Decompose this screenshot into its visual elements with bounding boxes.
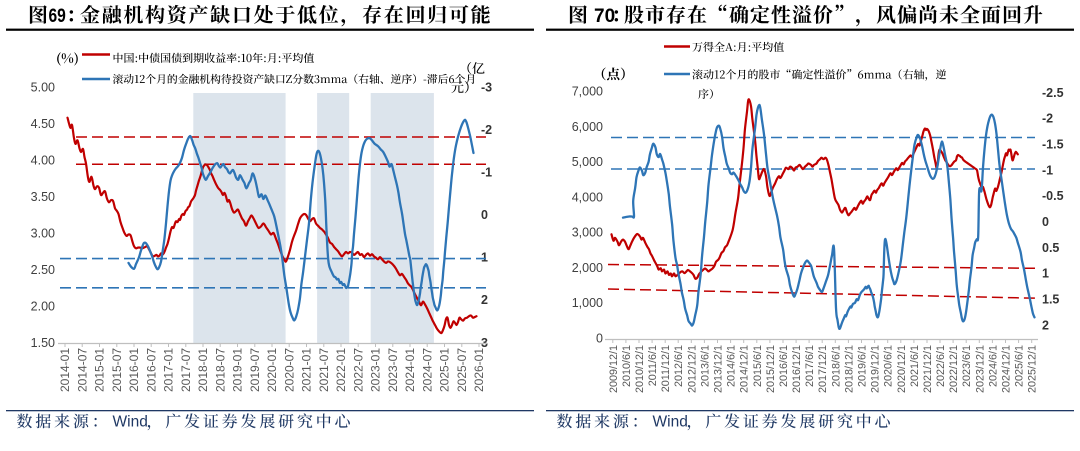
svg-text:2014-01: 2014-01 (58, 348, 72, 392)
svg-text:2017/6/1: 2017/6/1 (804, 345, 816, 387)
svg-text:6,000: 6,000 (572, 120, 603, 134)
svg-text:2021/12/1: 2021/12/1 (922, 345, 934, 393)
svg-text:2019/6/1: 2019/6/1 (857, 345, 869, 387)
svg-text:2011/6/1: 2011/6/1 (647, 345, 659, 386)
svg-text:0: 0 (1042, 215, 1049, 229)
svg-text:2011/12/1: 2011/12/1 (660, 345, 672, 392)
svg-text:2015/12/1: 2015/12/1 (765, 345, 777, 393)
svg-text:2025-07: 2025-07 (455, 348, 469, 392)
svg-text:2.50: 2.50 (31, 263, 55, 277)
svg-text:0: 0 (481, 208, 488, 222)
svg-text:2019-07: 2019-07 (248, 348, 262, 392)
svg-text:2015-01: 2015-01 (93, 348, 107, 392)
svg-text:2012/12/1: 2012/12/1 (686, 345, 698, 393)
svg-text:2021-01: 2021-01 (300, 348, 314, 392)
svg-text:2015/6/1: 2015/6/1 (752, 345, 764, 387)
svg-text:3: 3 (481, 336, 488, 350)
svg-text:2016/6/1: 2016/6/1 (778, 345, 790, 387)
svg-text:2015-07: 2015-07 (110, 348, 124, 392)
svg-text:0.5: 0.5 (1042, 241, 1059, 255)
svg-text:2022/12/1: 2022/12/1 (948, 345, 960, 393)
svg-text:70: 70 (594, 6, 615, 27)
svg-text:4,000: 4,000 (572, 190, 603, 204)
svg-text:2024-01: 2024-01 (403, 348, 417, 392)
svg-text:3,000: 3,000 (572, 226, 603, 240)
svg-text:-2: -2 (481, 123, 492, 137)
svg-text:2023-07: 2023-07 (386, 348, 400, 392)
svg-text:1.50: 1.50 (31, 336, 55, 350)
svg-text:2025-01: 2025-01 (438, 348, 452, 392)
svg-text:2023-01: 2023-01 (369, 348, 383, 392)
svg-text:3.00: 3.00 (31, 226, 55, 240)
svg-text:-1: -1 (1042, 163, 1053, 177)
svg-text:2021/6/1: 2021/6/1 (909, 345, 921, 387)
svg-text:Wind: Wind (113, 414, 148, 431)
svg-text:2024/12/1: 2024/12/1 (1001, 345, 1013, 393)
svg-text:2020-01: 2020-01 (265, 348, 279, 392)
svg-text:5,000: 5,000 (572, 155, 603, 169)
svg-text:2024/6/1: 2024/6/1 (987, 345, 999, 387)
svg-text:-2.5: -2.5 (1042, 86, 1064, 100)
svg-text:2023/12/1: 2023/12/1 (974, 345, 986, 393)
svg-text:2021-07: 2021-07 (317, 348, 331, 392)
svg-text:2022-01: 2022-01 (334, 348, 348, 392)
svg-text:2014/6/1: 2014/6/1 (726, 345, 738, 387)
svg-text:2019/12/1: 2019/12/1 (870, 345, 882, 393)
svg-text:2013/6/1: 2013/6/1 (699, 345, 711, 387)
svg-text:-1.5: -1.5 (1042, 138, 1064, 152)
svg-text:2020-07: 2020-07 (282, 348, 296, 392)
svg-text:2,000: 2,000 (572, 261, 603, 275)
svg-text:-1: -1 (481, 166, 492, 180)
svg-text:2018/6/1: 2018/6/1 (830, 345, 842, 387)
svg-text:3.50: 3.50 (31, 190, 55, 204)
svg-text:2012/6/1: 2012/6/1 (673, 345, 685, 387)
svg-text:2.00: 2.00 (31, 299, 55, 313)
svg-text:2026-01: 2026-01 (472, 348, 486, 392)
svg-text:2017/12/1: 2017/12/1 (817, 345, 829, 393)
svg-text:2019-01: 2019-01 (231, 348, 245, 392)
svg-text:2014/12/1: 2014/12/1 (739, 345, 751, 393)
svg-text:2025/12/1: 2025/12/1 (1027, 345, 1039, 393)
svg-text:2018-07: 2018-07 (213, 348, 227, 392)
svg-text:2022-07: 2022-07 (351, 348, 365, 392)
svg-text:-2: -2 (1042, 112, 1053, 126)
svg-text:2017-07: 2017-07 (179, 348, 193, 392)
svg-text:1: 1 (481, 251, 488, 265)
svg-text:2020/6/1: 2020/6/1 (883, 345, 895, 387)
svg-text:2023/6/1: 2023/6/1 (961, 345, 973, 387)
svg-text:2014-07: 2014-07 (76, 348, 90, 392)
svg-text:2018-01: 2018-01 (196, 348, 210, 392)
svg-text:-3: -3 (481, 80, 492, 94)
svg-text:2024-07: 2024-07 (420, 348, 434, 392)
svg-text:2: 2 (1042, 318, 1049, 332)
svg-text:5.00: 5.00 (31, 80, 55, 94)
svg-text:Wind: Wind (653, 414, 688, 431)
svg-text:2017-01: 2017-01 (162, 348, 176, 392)
svg-text:2016/12/1: 2016/12/1 (791, 345, 803, 393)
svg-text:2: 2 (481, 293, 488, 307)
svg-text:2022/6/1: 2022/6/1 (935, 345, 947, 387)
svg-text:2010/6/1: 2010/6/1 (621, 345, 633, 387)
svg-text:4.50: 4.50 (31, 117, 55, 131)
svg-text:2009/12/1: 2009/12/1 (608, 345, 620, 393)
svg-text:69: 69 (49, 5, 67, 27)
svg-text:7,000: 7,000 (572, 85, 603, 99)
svg-text:1,000: 1,000 (572, 296, 603, 310)
svg-text:1.5: 1.5 (1042, 293, 1059, 307)
svg-text:1: 1 (1042, 267, 1049, 281)
svg-text:0: 0 (596, 331, 603, 345)
svg-text:2013/12/1: 2013/12/1 (713, 345, 725, 393)
svg-text:2020/12/1: 2020/12/1 (896, 345, 908, 393)
svg-text:4.00: 4.00 (31, 153, 55, 167)
svg-text:2016-01: 2016-01 (127, 348, 141, 392)
svg-text:2010/12/1: 2010/12/1 (634, 345, 646, 393)
svg-text:-0.5: -0.5 (1042, 189, 1064, 203)
svg-text:2016-07: 2016-07 (144, 348, 158, 392)
svg-text:2025/6/1: 2025/6/1 (1014, 345, 1026, 387)
svg-text:2018/12/1: 2018/12/1 (843, 345, 855, 393)
